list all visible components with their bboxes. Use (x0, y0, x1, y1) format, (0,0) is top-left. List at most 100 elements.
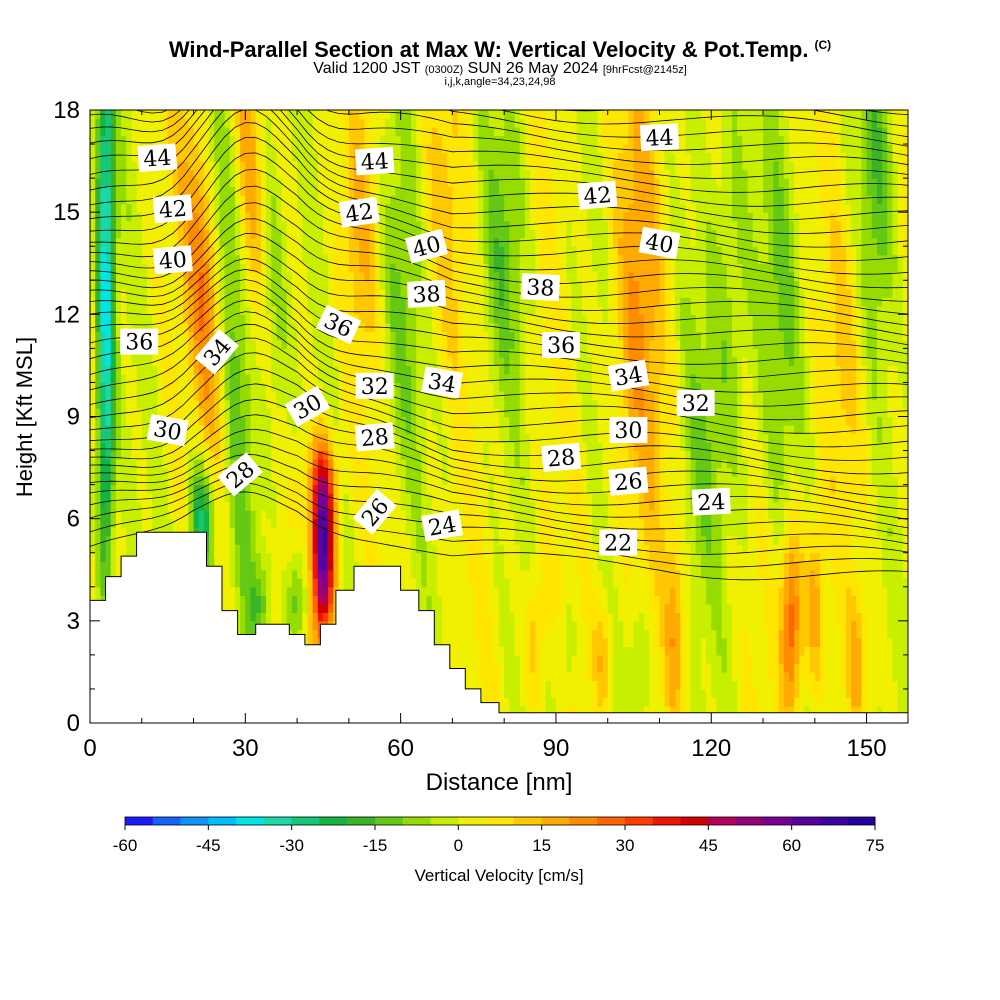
velocity-cell (322, 544, 329, 554)
velocity-cell (271, 476, 277, 486)
velocity-cell (146, 195, 153, 205)
velocity-cell (214, 263, 221, 273)
velocity-cell (328, 152, 334, 162)
velocity-cell (209, 467, 215, 477)
velocity-cell (240, 365, 246, 375)
velocity-cell (307, 442, 314, 452)
velocity-cell (115, 127, 122, 137)
velocity-cell (431, 161, 438, 171)
velocity-cell (157, 450, 164, 460)
velocity-cell (90, 254, 96, 264)
velocity-cell (369, 229, 376, 239)
velocity-cell (348, 518, 355, 528)
velocity-cell (110, 552, 117, 562)
velocity-cell (379, 348, 386, 358)
velocity-cell (95, 271, 101, 281)
velocity-cell (410, 527, 417, 537)
velocity-cell (115, 433, 122, 443)
velocity-cell (421, 476, 428, 486)
velocity-cell (436, 561, 443, 571)
velocity-cell (110, 365, 117, 375)
velocity-cell (322, 331, 329, 341)
velocity-cell (307, 178, 314, 188)
velocity-cell (328, 476, 334, 486)
velocity-cell (240, 348, 246, 358)
velocity-cell (260, 229, 267, 239)
velocity-cell (297, 620, 303, 630)
velocity-cell (172, 442, 179, 452)
velocity-cell (416, 467, 422, 477)
velocity-cell (317, 118, 324, 128)
velocity-cell (90, 373, 96, 384)
velocity-cell (255, 297, 262, 307)
velocity-cell (214, 416, 221, 426)
velocity-cell (374, 229, 381, 239)
velocity-cell (100, 246, 107, 256)
velocity-cell (442, 203, 448, 213)
velocity-cell (390, 263, 397, 273)
velocity-cell (136, 186, 143, 196)
velocity-cell (115, 169, 122, 179)
velocity-cell (297, 110, 303, 120)
velocity-cell (348, 544, 355, 554)
velocity-cell (416, 569, 422, 579)
velocity-cell (260, 433, 267, 443)
velocity-cell (131, 254, 138, 264)
velocity-cell (431, 425, 438, 435)
velocity-cell (369, 399, 376, 409)
velocity-cell (90, 178, 96, 188)
velocity-cell (219, 280, 226, 290)
velocity-cell (95, 365, 101, 375)
velocity-cell (260, 459, 267, 469)
velocity-cell (395, 356, 402, 367)
velocity-cell (240, 612, 246, 622)
velocity-cell (431, 339, 438, 349)
velocity-cell (379, 484, 386, 494)
velocity-cell (442, 416, 448, 426)
velocity-cell (250, 314, 257, 324)
velocity-cell (354, 237, 360, 247)
velocity-cell (188, 314, 195, 324)
velocity-cell (302, 382, 309, 392)
velocity-cell (369, 263, 376, 273)
velocity-cell (240, 382, 246, 392)
velocity-cell (152, 280, 158, 290)
velocity-cell (405, 178, 412, 188)
velocity-cell (100, 339, 107, 349)
velocity-cell (115, 331, 122, 341)
velocity-cell (260, 280, 267, 290)
velocity-cell (172, 178, 179, 188)
velocity-cell (385, 467, 391, 477)
velocity-cell (203, 135, 210, 145)
velocity-cell (234, 493, 241, 503)
velocity-cell (240, 390, 246, 401)
velocity-cell (240, 169, 246, 179)
velocity-cell (193, 348, 200, 358)
velocity-cell (141, 322, 148, 332)
velocity-cell (198, 331, 205, 341)
velocity-cell (348, 161, 355, 171)
velocity-cell (229, 442, 236, 452)
velocity-cell (312, 280, 319, 290)
velocity-cell (105, 229, 112, 239)
velocity-cell (317, 450, 324, 460)
velocity-cell (333, 254, 340, 264)
velocity-cell (214, 297, 221, 307)
velocity-cell (152, 382, 158, 392)
velocity-cell (115, 339, 122, 349)
velocity-cell (364, 476, 371, 486)
velocity-cell (90, 195, 96, 205)
velocity-cell (385, 220, 391, 230)
velocity-cell (333, 246, 340, 256)
velocity-cell (416, 450, 422, 460)
velocity-cell (385, 246, 391, 256)
velocity-cell (126, 110, 133, 120)
velocity-cell (317, 127, 324, 137)
velocity-cell (198, 203, 205, 213)
velocity-cell (229, 561, 236, 571)
velocity-cell (276, 339, 283, 349)
velocity-cell (115, 535, 122, 545)
velocity-cell (333, 484, 340, 494)
velocity-cell (426, 331, 433, 341)
velocity-cell (260, 407, 267, 418)
